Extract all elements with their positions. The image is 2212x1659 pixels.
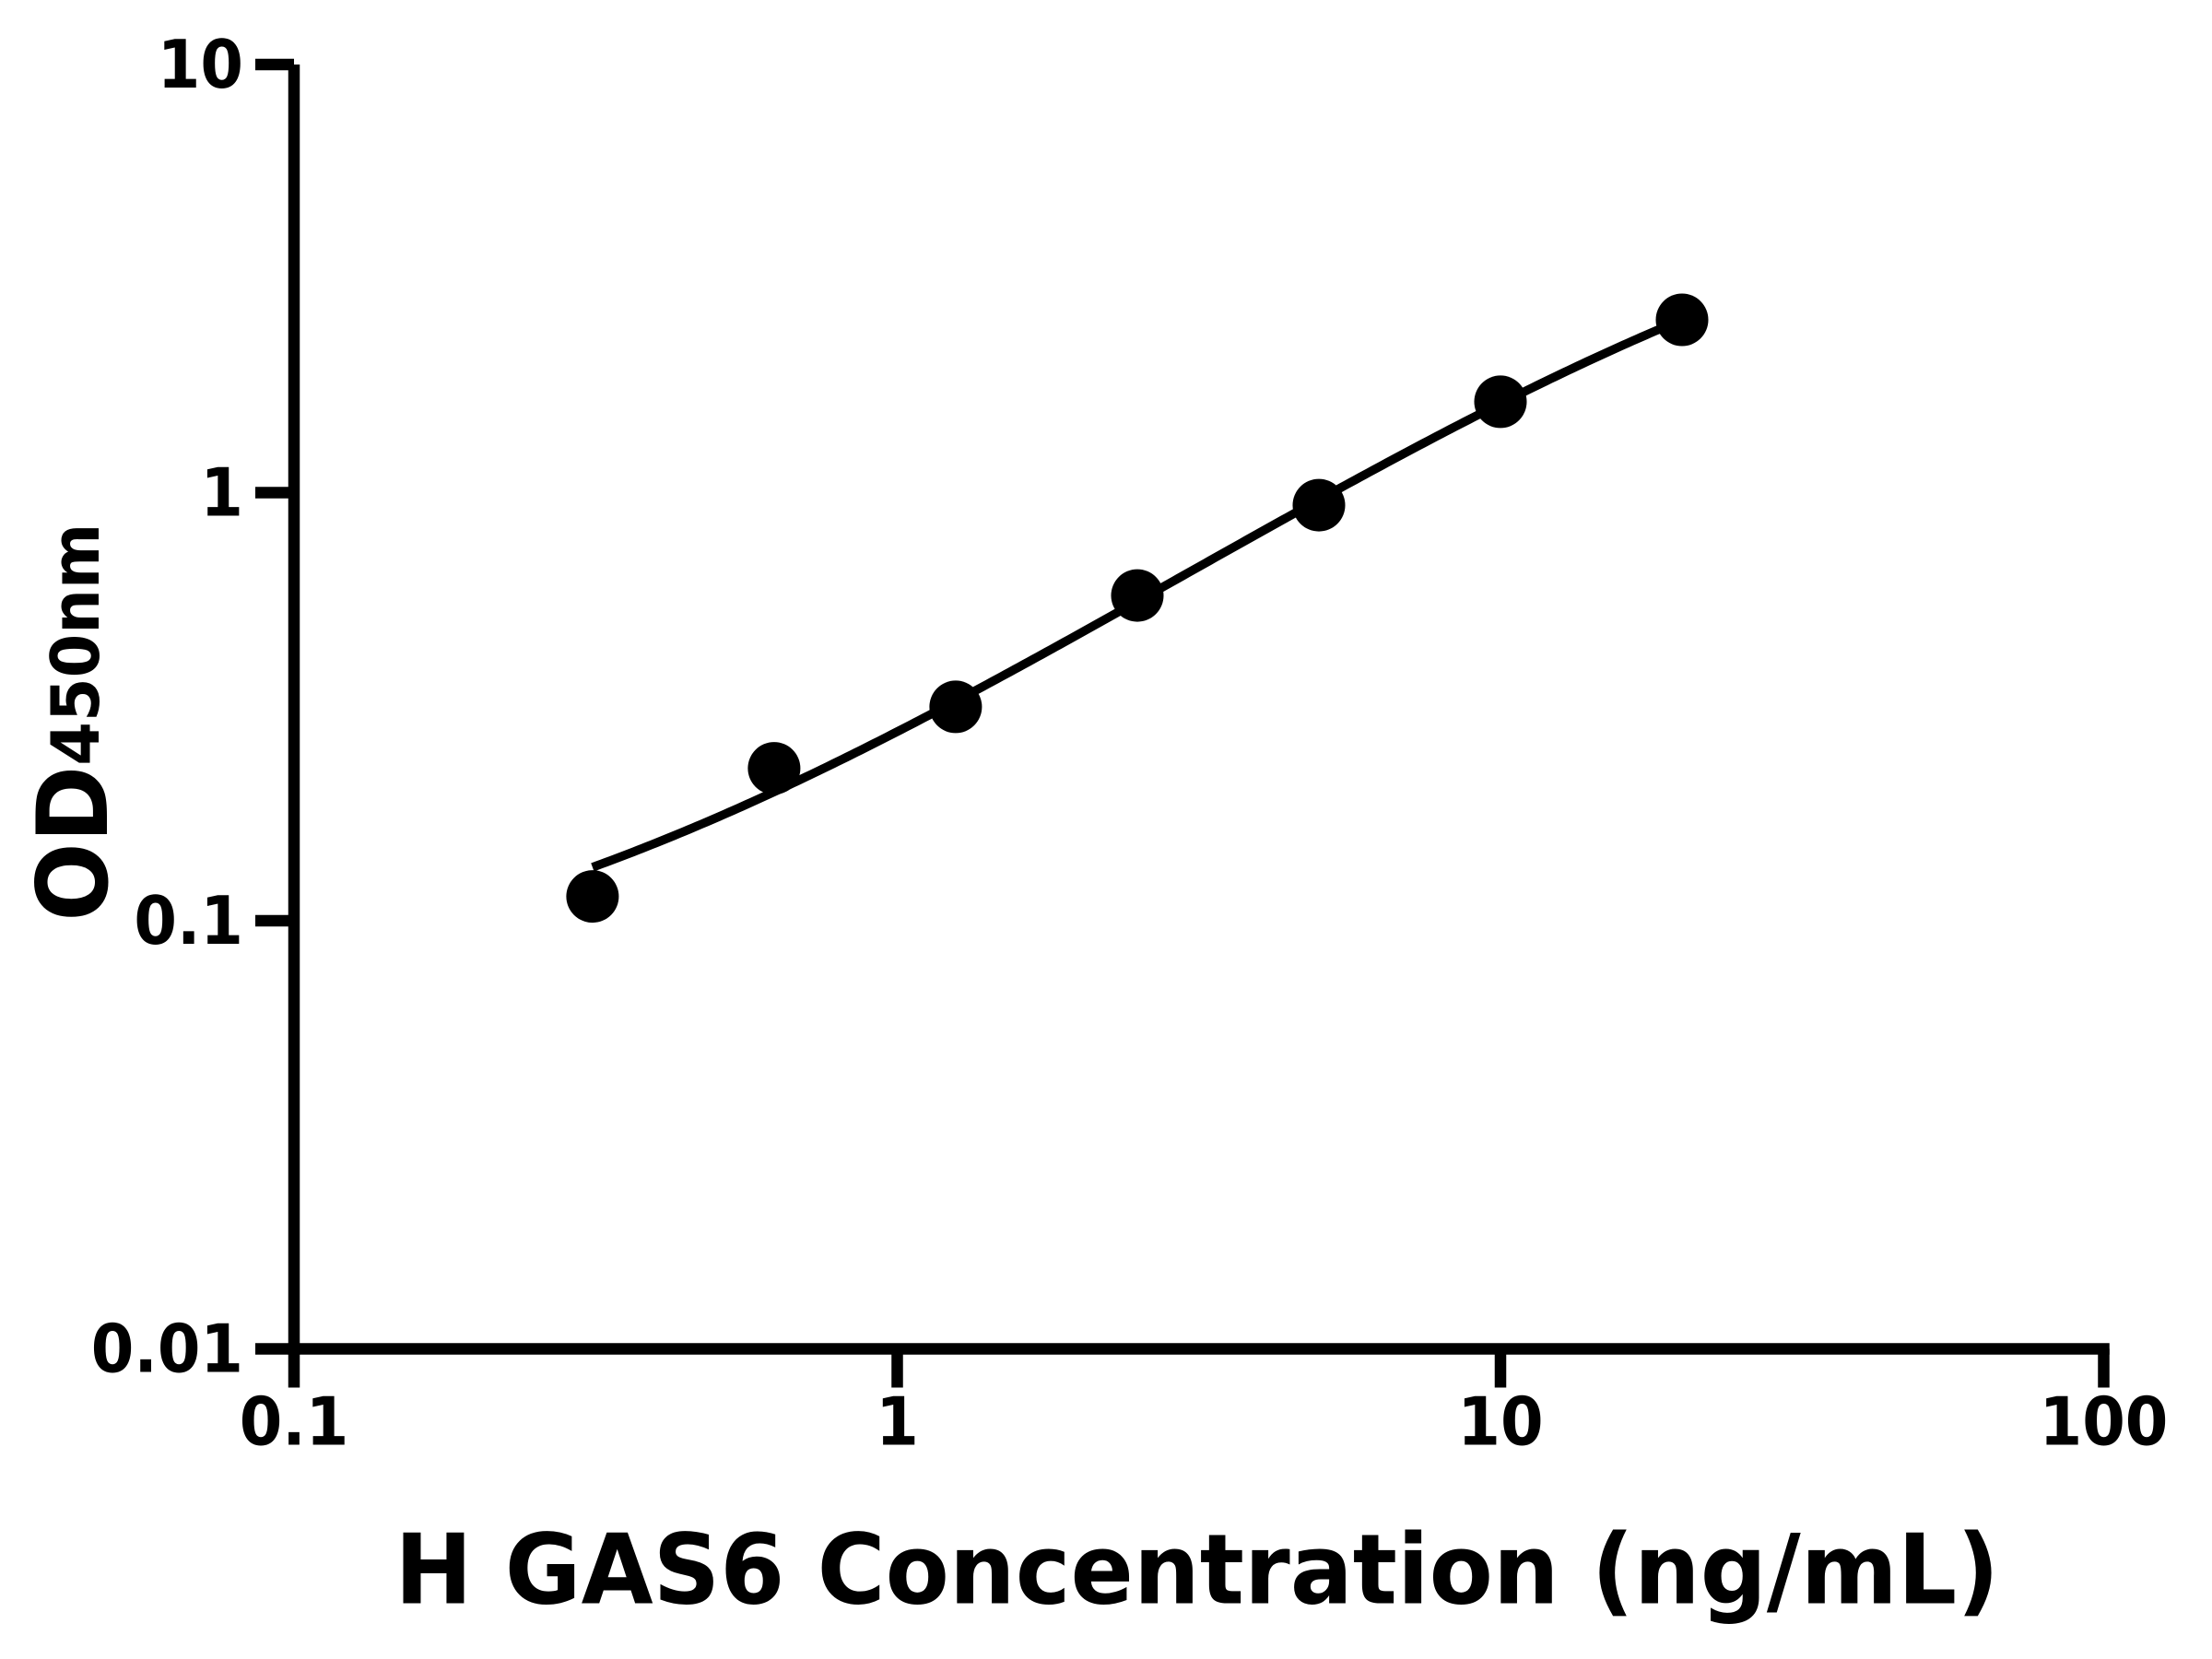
data-point bbox=[1111, 569, 1164, 622]
y-tick-label: 0.01 bbox=[91, 1311, 243, 1388]
y-axis-title: OD450nm bbox=[17, 524, 130, 922]
labels-layer: H GAS6 Concentration (ng/mL) OD450nm bbox=[17, 524, 1999, 1627]
y-axis-title-subscript: 450nm bbox=[37, 524, 114, 766]
data-point bbox=[1655, 293, 1709, 347]
data-point bbox=[747, 742, 801, 795]
x-tick-label: 10 bbox=[1457, 1382, 1543, 1460]
y-tick-label: 10 bbox=[158, 26, 243, 103]
x-tick-label: 100 bbox=[2040, 1382, 2169, 1460]
data-point bbox=[1474, 375, 1527, 429]
y-axis-title-main: OD bbox=[17, 766, 130, 922]
data-point bbox=[1292, 478, 1346, 532]
y-tick-label: 0.1 bbox=[134, 882, 243, 959]
data-point bbox=[566, 870, 619, 924]
data-point bbox=[929, 680, 982, 734]
x-tick-label: 0.1 bbox=[240, 1382, 349, 1460]
x-axis-title: H GAS6 Concentration (ng/mL) bbox=[394, 1514, 1999, 1627]
x-tick-label: 1 bbox=[876, 1382, 919, 1460]
data-layer bbox=[566, 293, 1709, 924]
y-tick-label: 1 bbox=[200, 454, 243, 532]
